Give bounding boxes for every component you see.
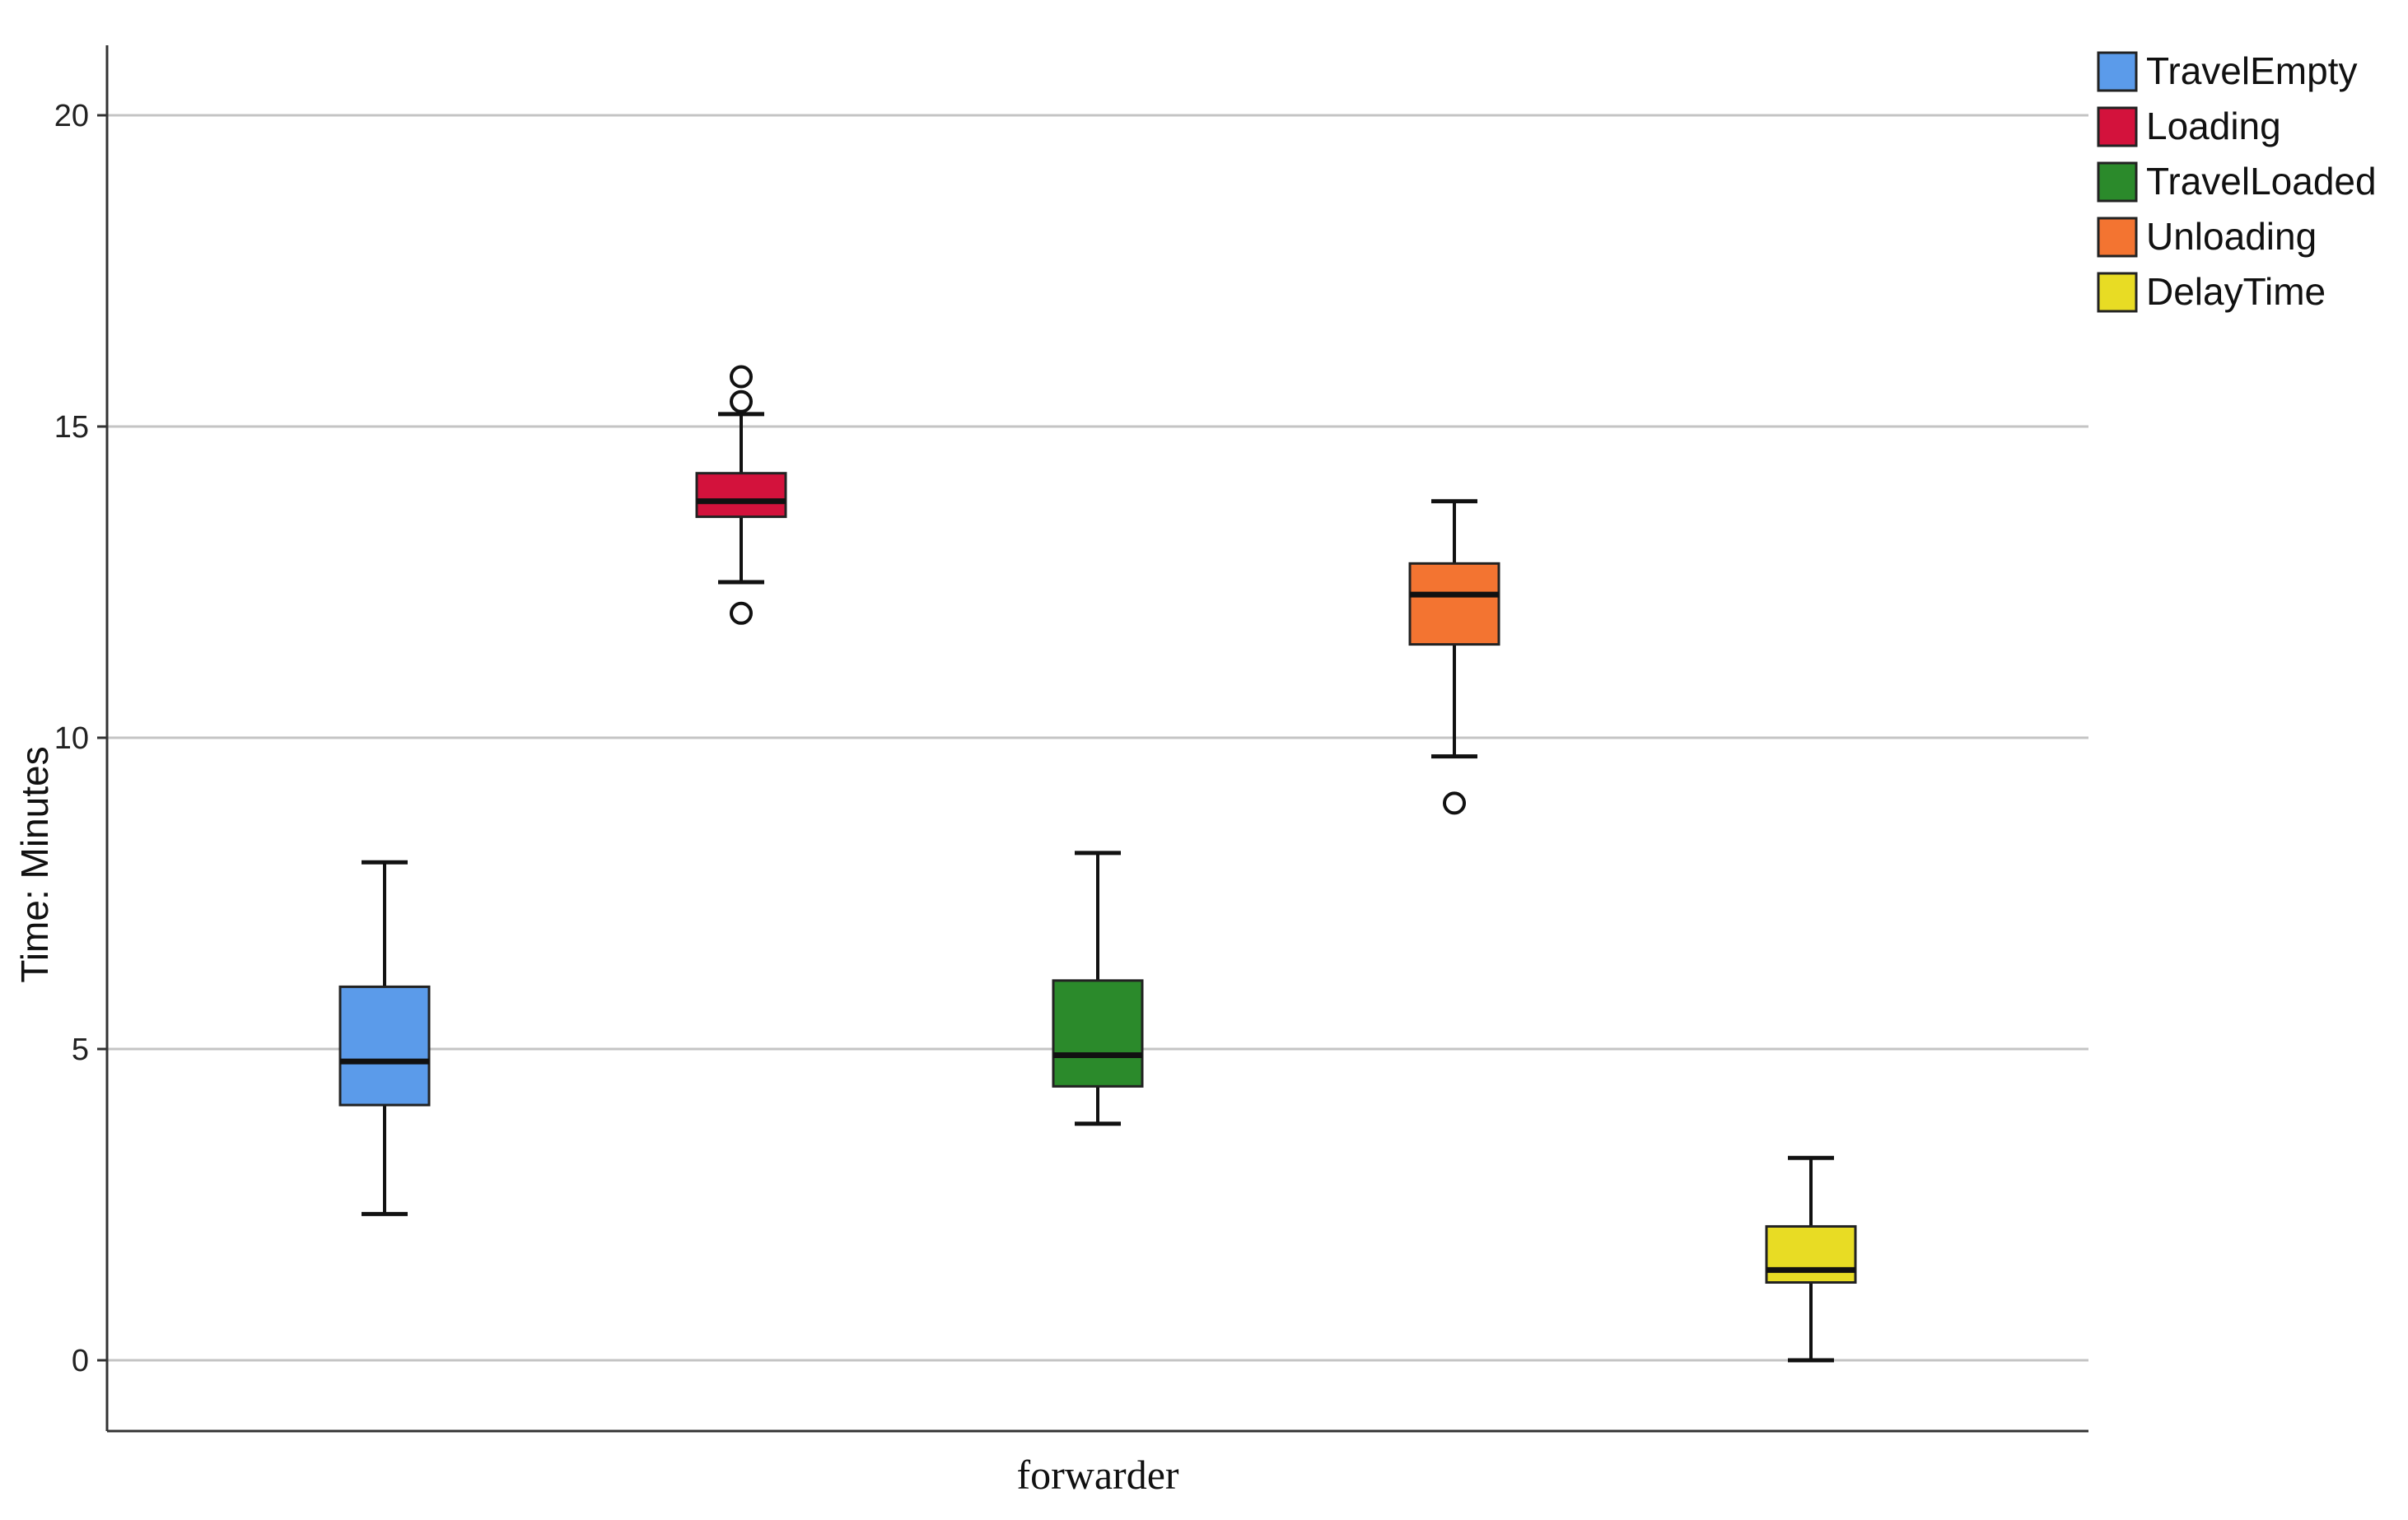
legend-swatch xyxy=(2097,51,2138,92)
legend-label: Loading xyxy=(2146,105,2281,147)
iqr-box xyxy=(695,472,787,519)
legend-swatch xyxy=(2097,217,2138,258)
y-tick-label: 15 xyxy=(54,410,89,445)
gridlines xyxy=(107,114,2088,1362)
y-tick-labels: 0 5 10 15 20 xyxy=(54,99,107,1378)
legend-swatch xyxy=(2097,161,2138,203)
box-loading xyxy=(695,365,787,625)
legend: TravelEmpty Loading TravelLoaded Unloading D… xyxy=(2097,49,2377,313)
legend-label: Unloading xyxy=(2146,215,2317,258)
outlier-point xyxy=(1443,791,1466,815)
legend-swatch xyxy=(2097,272,2138,313)
legend-item-travelloaded: TravelLoaded xyxy=(2097,160,2377,203)
y-axis-title: Time: Minutes xyxy=(13,746,56,982)
legend-label: TravelEmpty xyxy=(2146,49,2357,92)
iqr-box xyxy=(1052,979,1144,1088)
outlier-point xyxy=(730,389,753,413)
x-axis-title: forwarder xyxy=(1016,1452,1178,1498)
legend-item-loading: Loading xyxy=(2097,105,2281,147)
y-tick-label: 20 xyxy=(54,99,89,133)
legend-item-unloading: Unloading xyxy=(2097,215,2317,258)
legend-item-delaytime: DelayTime xyxy=(2097,270,2326,313)
box-travelempty xyxy=(338,860,431,1216)
boxes xyxy=(338,365,1857,1363)
outlier-point xyxy=(730,601,753,625)
y-tick-label: 5 xyxy=(72,1033,89,1067)
iqr-box xyxy=(1408,562,1500,646)
y-tick-label: 0 xyxy=(72,1344,89,1378)
legend-item-travelempty: TravelEmpty xyxy=(2097,49,2357,92)
iqr-box xyxy=(338,985,431,1107)
box-travelloaded xyxy=(1052,851,1144,1126)
y-tick-label: 10 xyxy=(54,721,89,756)
legend-label: DelayTime xyxy=(2146,270,2326,313)
outlier-point xyxy=(730,365,753,389)
box-unloading xyxy=(1408,499,1500,815)
legend-label: TravelLoaded xyxy=(2146,160,2377,203)
box-delaytime xyxy=(1765,1155,1857,1363)
legend-swatch xyxy=(2097,106,2138,147)
iqr-box xyxy=(1765,1224,1857,1284)
